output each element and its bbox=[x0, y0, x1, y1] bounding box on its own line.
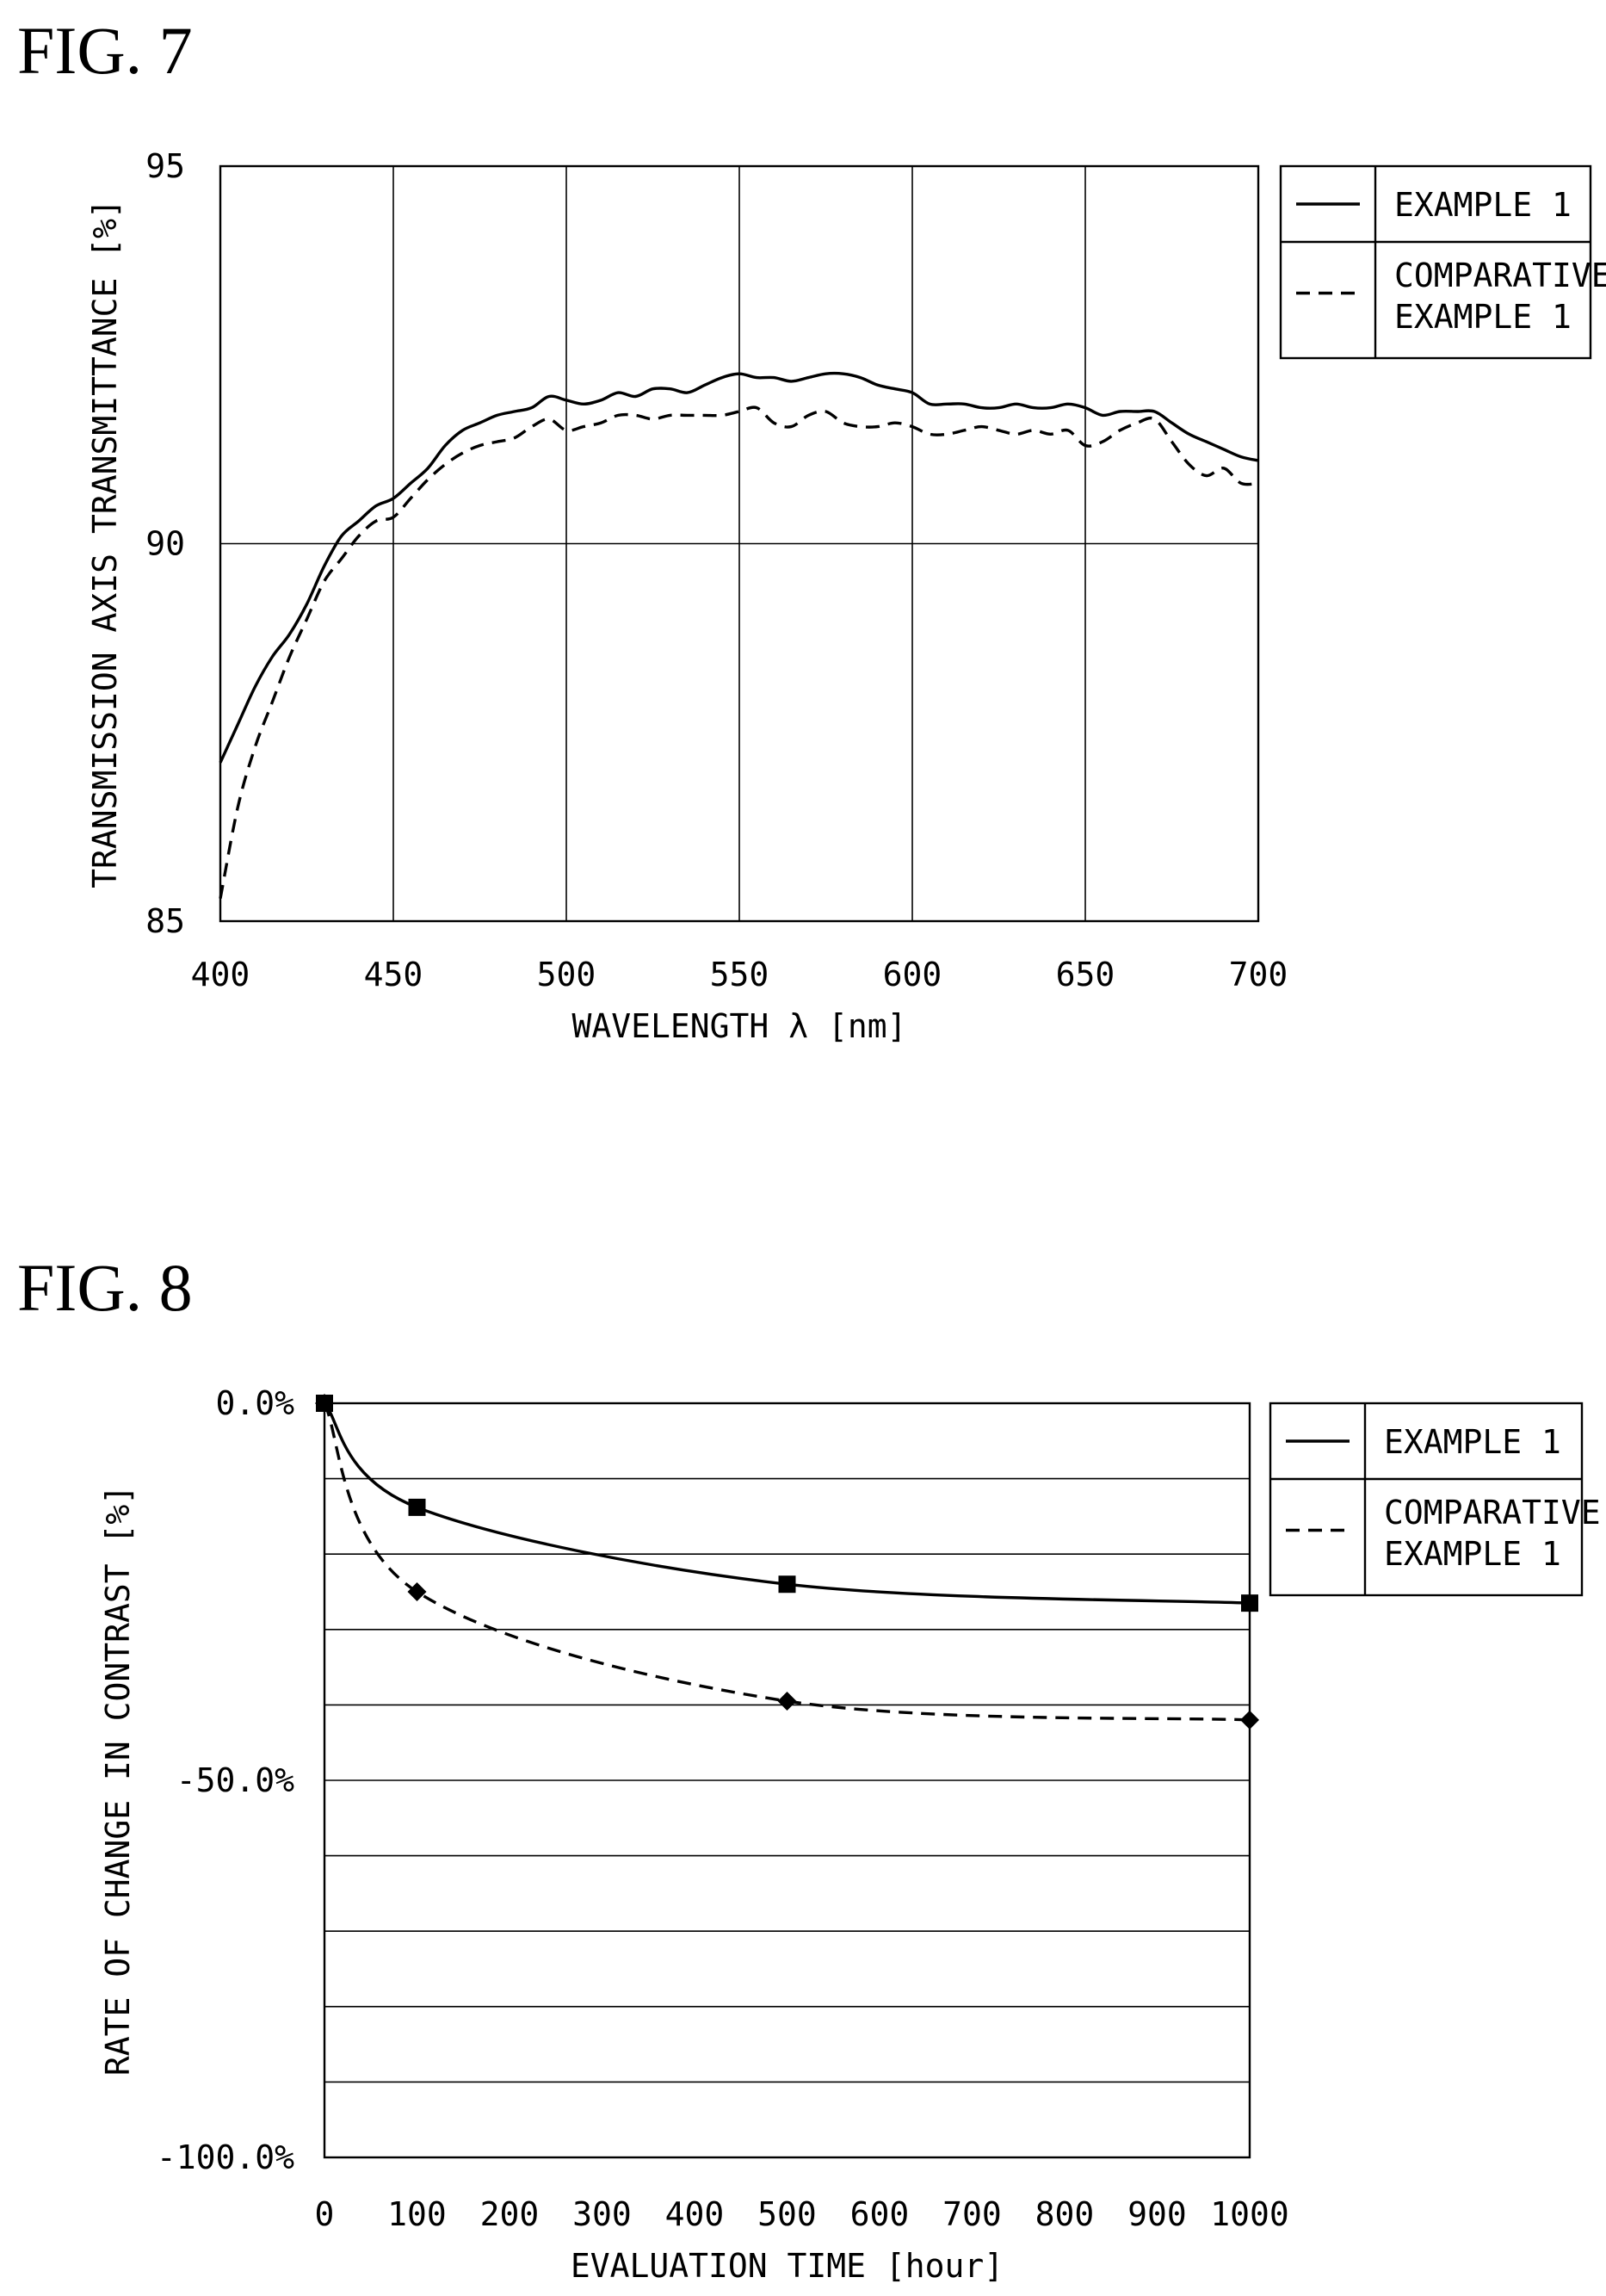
data-point-square bbox=[408, 1498, 426, 1516]
y-tick-label: 95 bbox=[145, 147, 185, 185]
legend-label-comparative-example-1: COMPARATIVE EXAMPLE 1 bbox=[1394, 257, 1606, 336]
data-point-square bbox=[778, 1575, 796, 1594]
y-tick-label: 85 bbox=[145, 902, 185, 940]
x-tick-label: 500 bbox=[757, 2195, 817, 2233]
figure-title: FIG. 7 bbox=[17, 13, 193, 88]
legend-label-line: EXAMPLE 1 bbox=[1394, 298, 1572, 336]
x-tick-label: 1000 bbox=[1210, 2195, 1289, 2233]
x-tick-label: 600 bbox=[850, 2195, 910, 2233]
series-line-example-1 bbox=[219, 371, 1259, 764]
y-axis-label: RATE OF CHANGE IN CONTRAST [%] bbox=[99, 1485, 137, 2076]
x-axis-label: WAVELENGTH λ [nm] bbox=[572, 1007, 907, 1045]
legend-label-example-1: EXAMPLE 1 bbox=[1384, 1423, 1561, 1461]
legend-label-line: COMPARATIVE bbox=[1394, 257, 1606, 294]
x-tick-label: 900 bbox=[1127, 2195, 1187, 2233]
series-line-example-1 bbox=[323, 1402, 1251, 1605]
x-tick-label: 0 bbox=[315, 2195, 335, 2233]
legend-label-comparative-example-1: COMPARATIVE EXAMPLE 1 bbox=[1384, 1494, 1601, 1573]
y-tick-label: 90 bbox=[145, 525, 185, 563]
x-tick-label: 550 bbox=[710, 956, 769, 993]
x-tick-label: 600 bbox=[883, 956, 942, 993]
legend-label-example-1: EXAMPLE 1 bbox=[1394, 186, 1572, 224]
x-tick-label: 100 bbox=[387, 2195, 447, 2233]
figure-title: FIG. 8 bbox=[17, 1250, 193, 1325]
x-tick-label: 500 bbox=[537, 956, 596, 993]
legend-box bbox=[1269, 1402, 1584, 1597]
x-tick-label: 650 bbox=[1056, 956, 1115, 993]
y-tick-label: -100.0% bbox=[157, 2138, 294, 2176]
plot-area-frame bbox=[323, 1402, 1251, 2159]
legend-label-line: COMPARATIVE bbox=[1384, 1494, 1601, 1532]
x-tick-label: 300 bbox=[572, 2195, 632, 2233]
data-point-diamond bbox=[315, 1394, 334, 1413]
x-tick-label: 800 bbox=[1035, 2195, 1095, 2233]
data-point-square bbox=[1241, 1594, 1258, 1612]
series-line-comparative-example-1 bbox=[323, 1402, 1251, 1722]
data-point-diamond bbox=[407, 1582, 427, 1601]
x-tick-label: 700 bbox=[942, 2195, 1002, 2233]
chart-1: FIG. 7 85 90 95 400 450 500 550 600 650 700 WAVELEN… bbox=[17, 13, 1606, 1045]
legend-label-line: EXAMPLE 1 bbox=[1384, 1535, 1561, 1573]
x-tick-label: 450 bbox=[364, 956, 423, 993]
x-tick-label: 400 bbox=[665, 2195, 725, 2233]
plot-area-frame bbox=[219, 164, 1260, 923]
x-tick-label: 400 bbox=[191, 956, 250, 993]
x-axis-label: EVALUATION TIME [hour] bbox=[571, 2247, 1004, 2285]
chart-2: FIG. 8 0.0% -50.0% -100.0% 0 100 200 300 400 500 6… bbox=[17, 1250, 1601, 2285]
y-tick-label: -50.0% bbox=[176, 1761, 294, 1799]
y-axis-label: TRANSMISSION AXIS TRANSMITTANCE [%] bbox=[86, 199, 124, 888]
x-tick-label: 700 bbox=[1229, 956, 1288, 993]
data-point-diamond bbox=[1240, 1710, 1259, 1730]
y-tick-label: 0.0% bbox=[215, 1384, 294, 1422]
data-point-diamond bbox=[777, 1692, 797, 1711]
x-tick-label: 200 bbox=[480, 2195, 540, 2233]
series-line-comparative-example-1 bbox=[219, 405, 1259, 900]
legend-box bbox=[1279, 164, 1592, 360]
